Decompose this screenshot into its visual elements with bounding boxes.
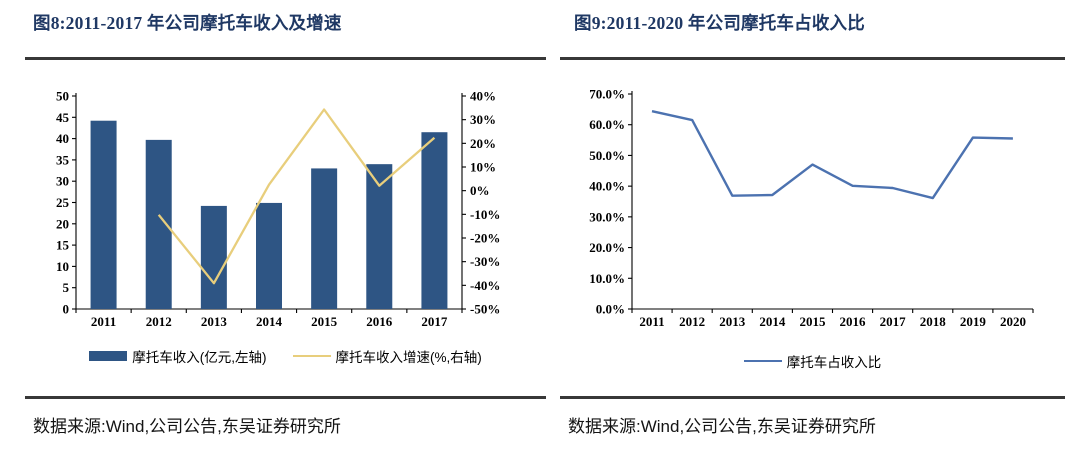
svg-text:2012: 2012 [146,314,172,329]
svg-text:2013: 2013 [719,314,746,329]
svg-text:60.0%: 60.0% [589,117,625,132]
svg-text:2020: 2020 [1000,314,1026,329]
svg-text:2015: 2015 [799,314,826,329]
figure9-top-divider [560,57,1065,60]
svg-text:2017: 2017 [421,314,448,329]
legend-item-revenue: 摩托车收入(亿元,左轴) [89,346,267,366]
svg-text:2016: 2016 [840,314,867,329]
figure9-legend: 摩托车占收入比 [560,351,1065,371]
svg-text:5: 5 [63,280,70,295]
svg-text:2011: 2011 [639,314,664,329]
svg-text:2014: 2014 [759,314,786,329]
svg-text:30.0%: 30.0% [589,209,625,224]
svg-text:30%: 30% [470,112,496,127]
svg-text:2011: 2011 [91,314,116,329]
svg-text:35: 35 [56,152,70,167]
figure8-panel: 图8:2011-2017 年公司摩托车收入及增速 0 5 10 15 20 25 30 35 4… [25,0,546,460]
svg-text:40%: 40% [470,89,496,104]
svg-text:2015: 2015 [311,314,338,329]
svg-text:-30%: -30% [470,254,500,269]
legend-label-growth: 摩托车收入增速(%,右轴) [335,350,482,365]
figure9-title: 图9:2011-2020 年公司摩托车占收入比 [574,13,865,33]
revenue-share-chart: 0.0% 10.0% 20.0% 30.0% 40.0% 50.0% 60.0% 70.0% 2… [589,87,1034,329]
line-swatch-ratio [743,359,782,363]
svg-text:-50%: -50% [470,302,500,317]
svg-text:20.0%: 20.0% [589,240,625,255]
svg-text:2014: 2014 [256,314,283,329]
figure9-panel: 图9:2011-2020 年公司摩托车占收入比 0.0% 10.0% 20.0% 30… [560,0,1065,460]
svg-text:0.0%: 0.0% [596,302,625,317]
svg-text:20: 20 [56,216,69,231]
svg-text:15: 15 [56,238,70,253]
figure8-bottom-divider [25,396,546,399]
bar-swatch [89,351,128,361]
svg-text:2016: 2016 [366,314,393,329]
svg-text:30: 30 [56,174,69,189]
figure8-legend: 摩托车收入(亿元,左轴) 摩托车收入增速(%,右轴) [25,346,546,366]
legend-label-ratio: 摩托车占收入比 [786,355,882,370]
svg-text:2017: 2017 [880,314,907,329]
legend-item-ratio: 摩托车占收入比 [743,351,882,371]
svg-text:40: 40 [56,131,69,146]
figure8-title: 图8:2011-2017 年公司摩托车收入及增速 [33,13,342,33]
svg-text:10%: 10% [470,160,496,175]
svg-text:-20%: -20% [470,231,500,246]
svg-text:50: 50 [56,89,69,104]
svg-text:20%: 20% [470,136,496,151]
svg-text:2013: 2013 [201,314,228,329]
svg-text:2019: 2019 [960,314,987,329]
svg-text:0%: 0% [470,183,490,198]
svg-text:25: 25 [56,195,70,210]
line-swatch-growth [292,354,331,358]
svg-text:50.0%: 50.0% [589,148,625,163]
legend-item-growth: 摩托车收入增速(%,右轴) [292,346,482,366]
figure8-top-divider [25,57,546,60]
svg-text:-40%: -40% [470,278,500,293]
revenue-growth-chart: 0 5 10 15 20 25 30 35 40 45 50 -50% -40% -30% -20% -10%… [56,89,500,330]
svg-text:2018: 2018 [920,314,947,329]
svg-text:0: 0 [63,302,70,317]
svg-text:10.0%: 10.0% [589,271,625,286]
legend-label-revenue: 摩托车收入(亿元,左轴) [132,350,267,365]
svg-text:-10%: -10% [470,207,500,222]
svg-text:10: 10 [56,259,69,274]
svg-text:2012: 2012 [679,314,705,329]
svg-text:45: 45 [56,110,70,125]
figure9-bottom-divider [560,396,1065,399]
figure8-source: 数据来源:Wind,公司公告,东吴证券研究所 [33,417,341,436]
svg-text:70.0%: 70.0% [589,87,625,102]
svg-text:40.0%: 40.0% [589,179,625,194]
figure9-source: 数据来源:Wind,公司公告,东吴证券研究所 [568,417,876,436]
